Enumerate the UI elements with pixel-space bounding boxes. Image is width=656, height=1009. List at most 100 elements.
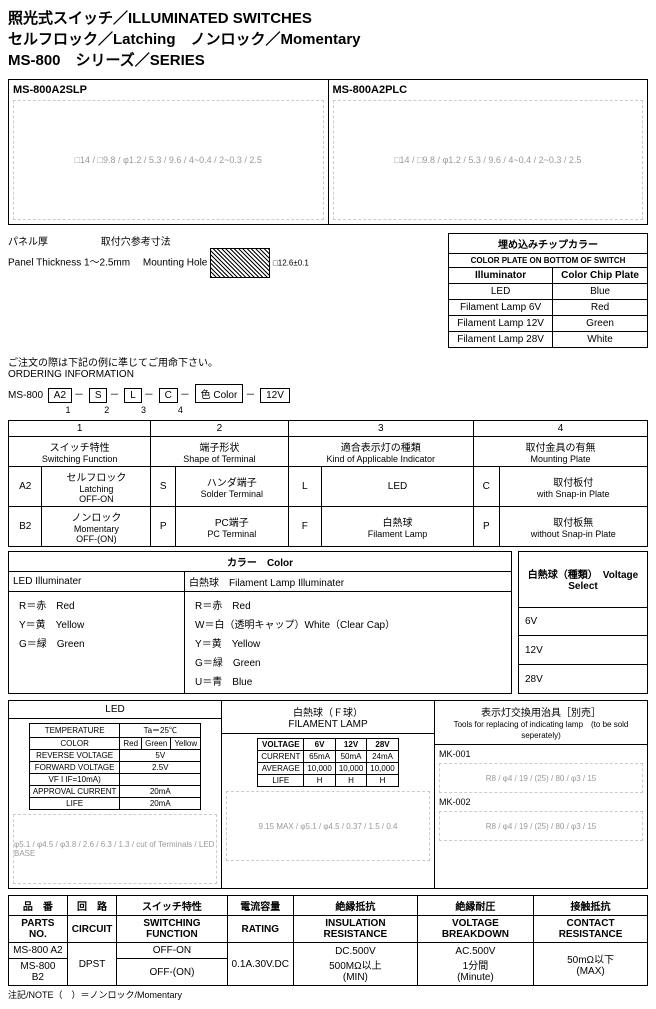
title-line-3: MS-800 シリーズ／SERIES <box>8 50 648 71</box>
sp-r1-pn: MS-800 A2 <box>9 943 68 959</box>
sp-h1-jp: 回 路 <box>67 896 117 916</box>
lt-50: APPROVAL CURRENT <box>29 786 120 798</box>
sp-h2-en: SWITCHING FUNCTION <box>117 916 227 943</box>
sp-h6-jp: 接触抵抗 <box>534 896 648 916</box>
title-line-1: 照光式スイッチ／ILLUMINATED SWITCHES <box>8 8 648 29</box>
mg-h3-jp: 取付金具の有無 <box>478 439 643 454</box>
sp-h5-jp: 絶縁耐圧 <box>417 896 533 916</box>
panel-thickness-block: パネル厚 取付穴参考寸法 Panel Thickness 1～2.5mm Mou… <box>8 233 438 348</box>
order-nums: 1 2 3 4 <box>56 405 648 416</box>
order-prefix: MS-800 <box>8 390 43 401</box>
order-box-1: A2 <box>48 388 72 403</box>
mg-r1-c3v: LED <box>322 467 474 507</box>
ft-00: CURRENT <box>258 751 304 763</box>
mg-r1-c1en: Latching <box>46 484 146 494</box>
ft-23: H <box>367 775 398 787</box>
mg-r1-c1code: A2 <box>9 467 42 507</box>
title-line-2: セルフロック／Latching ノンロック／Momentary <box>8 29 648 50</box>
ft-02: 50mA <box>335 751 366 763</box>
order-n3: 3 <box>132 405 156 415</box>
cp-r0-1: Blue <box>553 284 648 300</box>
mg-h3-en: Mounting Plate <box>478 454 643 464</box>
mg-r1-c2jp: ハンダ端子 <box>180 474 284 489</box>
lt-40: VF I IF=10mA) <box>29 774 120 786</box>
mg-h3-n: 4 <box>478 423 643 434</box>
lt-30: FORWARD VOLTAGE <box>29 762 120 774</box>
cp-r3-0: Filament Lamp 28V <box>449 332 553 348</box>
mg-r1-c4jp: 取付板付 <box>504 474 643 489</box>
led-col: LED TEMPERATURETa＝25℃ COLORRedGreenYello… <box>9 701 221 888</box>
mg-r1-c1sub: OFF-ON <box>46 494 146 504</box>
hatch-icon <box>210 248 270 278</box>
mg-r2-c2code: P <box>151 507 176 547</box>
mount-hole-jp: 取付穴参考寸法 <box>101 237 171 248</box>
lt-61: 20mA <box>120 798 201 810</box>
mg-r1-c2code: S <box>151 467 176 507</box>
sp-h0-en: PARTS NO. <box>9 916 68 943</box>
volt-head-jp: 白熱球（種類） <box>528 570 593 581</box>
sp-r1-sw: OFF-ON <box>117 943 227 959</box>
mk1-label: MK-001 <box>439 749 643 759</box>
sp-h0-jp: 品 番 <box>9 896 68 916</box>
volt-v1: 12V <box>519 636 648 665</box>
ordering-info: ご注文の際は下記の例に準じてご用命下さい。 ORDERING INFORMATI… <box>8 354 648 416</box>
sp-r2-sw: OFF-(ON) <box>117 959 227 986</box>
order-n2: 2 <box>95 405 119 415</box>
sp-h4-jp: 絶縁抵抗 <box>294 896 418 916</box>
lt-60: LIFE <box>29 798 120 810</box>
order-code-line: MS-800 A2－ S－ L－ C－ 色 Color－ 12V <box>8 384 648 403</box>
mk1-drawing: R8 / φ4 / 19 / (25) / 80 / φ3 / 15 <box>439 763 643 793</box>
sp-h3-en: RATING <box>227 916 293 943</box>
footnote: 注記/NOTE（ ）＝ノンロック/Momentary <box>8 988 648 1001</box>
mg-h0-n: 1 <box>13 423 146 434</box>
sp-h5-en: VOLTAGE BREAKDOWN <box>417 916 533 943</box>
hole-dim: □12.6±0.1 <box>273 259 309 268</box>
mk2-label: MK-002 <box>439 797 643 807</box>
mg-r1-c4code: C <box>473 467 499 507</box>
colors-fil-head-en: Filament Lamp Illuminater <box>229 578 344 589</box>
cp-r0-0: LED <box>449 284 553 300</box>
ft-01: 65mA <box>304 751 335 763</box>
tools-col: 表示灯交換用治具［別売］Tools for replacing of indic… <box>434 701 647 888</box>
led-mini-table: TEMPERATURETa＝25℃ COLORRedGreenYellow RE… <box>29 723 201 810</box>
fil-dims: 9.15 MAX / φ5.1 / φ4.5 / 0.37 / 1.5 / 0.… <box>259 822 398 831</box>
led-e1: Yellow <box>56 620 85 631</box>
tool-dims-1: R8 / φ4 / 19 / (25) / 80 / φ3 / 15 <box>486 774 596 783</box>
mg-r2-c1code: B2 <box>9 507 42 547</box>
mg-r2-c4en: without Snap-in Plate <box>504 529 643 539</box>
drawing-dims-placeholder: □14 / □9.8 / φ1.2 / 5.3 / 9.6 / 4~0.4 / … <box>394 155 581 165</box>
cp-r3-1: White <box>553 332 648 348</box>
sp-rating: 0.1A.30V.DC <box>227 943 293 986</box>
order-en: ORDERING INFORMATION <box>8 369 648 380</box>
colors-head-en: Color <box>267 558 293 569</box>
cp-col1: Illuminator <box>449 268 553 284</box>
fil-e1: White（Clear Cap） <box>305 620 396 631</box>
led-c2: G＝緑 <box>19 639 47 650</box>
ft-h3: 28V <box>367 739 398 751</box>
mg-r2-c1en: Momentary <box>46 524 146 534</box>
tech-drawing-left: □14 / □9.8 / φ1.2 / 5.3 / 9.6 / 4~0.4 / … <box>13 100 324 220</box>
fil-c2: Y＝黄 <box>195 639 222 650</box>
mg-r2-c2en: PC Terminal <box>180 529 284 539</box>
sp-h3-jp: 電流容量 <box>227 896 293 916</box>
ft-h2: 12V <box>335 739 366 751</box>
cp-r2-1: Green <box>553 316 648 332</box>
lt-12: Green <box>142 738 171 750</box>
cp-head-en: COLOR PLATE ON BOTTOM OF SWITCH <box>449 254 648 268</box>
fil-c3: G＝緑 <box>195 658 223 669</box>
mg-r2-c3jp: 白熱球 <box>326 514 469 529</box>
mg-r2-c4jp: 取付板無 <box>504 514 643 529</box>
sp-h2-jp: スイッチ特性 <box>117 896 227 916</box>
lt-01: Ta＝25℃ <box>120 724 201 738</box>
mg-r1-c2en: Solder Terminal <box>180 489 284 499</box>
fil-c1: W＝白（透明キャップ） <box>195 620 304 631</box>
order-jp: ご注文の際は下記の例に準じてご用命下さい。 <box>8 354 648 369</box>
led-dims: φ5.1 / φ4.5 / φ3.8 / 2.6 / 6.3 / 1.3 / c… <box>14 840 216 858</box>
sec-head-fil-en: FILAMENT LAMP <box>288 719 367 730</box>
cp-r1-0: Filament Lamp 6V <box>449 300 553 316</box>
order-box-6: 12V <box>260 388 290 403</box>
color-block: カラー Color LED Illuminater 白熱球 Filament L… <box>8 551 512 694</box>
filament-col: 白熱球（Ｆ球）FILAMENT LAMP VOLTAGE6V12V28V CUR… <box>221 701 434 888</box>
mg-r2-c1sub: OFF-(ON) <box>46 534 146 544</box>
colors-fil-head-jp: 白熱球 <box>189 578 219 589</box>
